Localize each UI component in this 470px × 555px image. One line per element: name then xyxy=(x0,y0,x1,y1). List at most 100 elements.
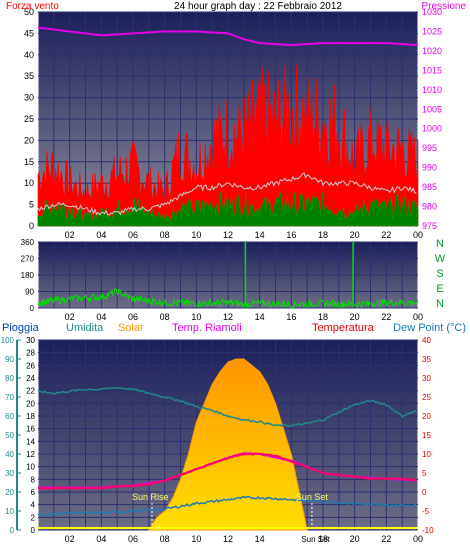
wind-ytick-left: 20 xyxy=(24,135,34,145)
rain-tick: 14 xyxy=(26,437,35,446)
humidity-tick: 80 xyxy=(5,374,14,383)
wind-xtick: 22 xyxy=(381,230,391,240)
legend-umidita: Umidita xyxy=(66,322,104,334)
pressure-ytick-right: 1010 xyxy=(422,85,442,95)
rain-tick: 24 xyxy=(26,374,35,383)
temp-xtick: 22 xyxy=(381,534,391,544)
wind-series xyxy=(37,191,419,227)
rain-tick: 22 xyxy=(26,387,35,396)
wind-xtick: 16 xyxy=(286,230,296,240)
chart-title: 24 hour graph day : 22 Febbraio 2012 xyxy=(174,1,342,12)
compass-label: N xyxy=(436,298,444,310)
temp-tick: 20 xyxy=(422,412,431,421)
wind-xtick: 12 xyxy=(223,230,233,240)
humidity-tick: 100 xyxy=(1,336,15,345)
wind-ytick-left: 10 xyxy=(24,178,34,188)
temp-xtick: 02 xyxy=(65,534,75,544)
pressure-ytick-right: 1030 xyxy=(422,7,442,17)
temp-tick: 5 xyxy=(422,469,427,478)
pressure-ytick-right: 1020 xyxy=(422,46,442,56)
rain-tick: 0 xyxy=(31,526,36,535)
humidity-tick: 90 xyxy=(5,355,14,364)
wind-xtick: 08 xyxy=(160,230,170,240)
rain-tick: 30 xyxy=(26,336,35,345)
pressure-ytick-right: 990 xyxy=(422,163,437,173)
temp-xtick: 20 xyxy=(350,534,360,544)
humidity-tick: 70 xyxy=(5,393,14,402)
pressure-ytick-right: 995 xyxy=(422,143,437,153)
direction-ytick: 360 xyxy=(21,238,35,247)
temp-tick: 30 xyxy=(422,374,431,383)
wind-xtick: 02 xyxy=(65,230,75,240)
wind-ytick-left: 30 xyxy=(24,93,34,103)
temperature-series xyxy=(37,452,417,490)
wind-xtick: 10 xyxy=(191,230,201,240)
temp-tick: -10 xyxy=(422,526,434,535)
humidity-tick: 10 xyxy=(5,507,14,516)
rain-tick: 26 xyxy=(26,361,35,370)
direction-xtick: 22 xyxy=(381,312,391,322)
direction-xtick: 16 xyxy=(286,312,296,322)
wind-ytick-left: 40 xyxy=(24,50,34,60)
rain-tick: 8 xyxy=(31,475,36,484)
wind-ytick-left: 35 xyxy=(24,71,34,81)
average-wind-series xyxy=(37,172,417,216)
temp-tick: 40 xyxy=(422,336,431,345)
compass-label: N xyxy=(436,238,444,250)
legend-temperatura: Temperatura xyxy=(312,322,375,334)
direction-ytick: 270 xyxy=(21,255,35,264)
rain-tick: 20 xyxy=(26,399,35,408)
wind-ytick-left: 25 xyxy=(24,114,34,124)
wind-axis-title: Forza vento xyxy=(6,1,59,12)
temp-tick: -5 xyxy=(422,507,430,516)
sun-set-label: Sun Set xyxy=(296,492,329,502)
compass-label: E xyxy=(436,283,443,295)
direction-series xyxy=(37,287,419,309)
wind-ytick-left: 45 xyxy=(24,28,34,38)
direction-xtick: 12 xyxy=(223,312,233,322)
wind-ytick-left: 5 xyxy=(29,200,34,210)
direction-ytick: 90 xyxy=(25,288,34,297)
wind-ytick-left: 0 xyxy=(29,221,34,231)
compass-label: W xyxy=(435,253,446,265)
direction-xtick: 20 xyxy=(350,312,360,322)
sun-rise-label: Sun Rise xyxy=(132,492,169,502)
direction-xtick: 06 xyxy=(128,312,138,322)
direction-xtick: 00 xyxy=(413,312,423,322)
direction-xtick: 04 xyxy=(96,312,106,322)
temp-tick: 25 xyxy=(422,393,431,402)
wind-ytick-left: 15 xyxy=(24,157,34,167)
temp-xtick: 00 xyxy=(413,534,423,544)
temp-tick: 35 xyxy=(422,355,431,364)
temp-xtick: 18 xyxy=(318,534,328,544)
pressure-series xyxy=(37,26,419,47)
direction-xtick: 14 xyxy=(255,312,265,322)
wind-xtick: 18 xyxy=(318,230,328,240)
temp-xtick: 10 xyxy=(191,534,201,544)
humidity-series xyxy=(37,386,417,428)
temp-xtick: 08 xyxy=(160,534,170,544)
dew-point-series xyxy=(37,495,417,517)
wind-xtick: 20 xyxy=(350,230,360,240)
wind-xtick: 00 xyxy=(413,230,423,240)
temp-xtick: 14 xyxy=(255,534,265,544)
pressure-ytick-right: 1005 xyxy=(422,104,442,114)
rain-tick: 18 xyxy=(26,412,35,421)
legend-dew-point: Dew Point (°C) xyxy=(393,322,466,334)
temp-xtick: 06 xyxy=(128,534,138,544)
rain-tick: 2 xyxy=(31,513,36,522)
temp-tick: 10 xyxy=(422,450,431,459)
direction-ytick: 180 xyxy=(21,271,35,280)
humidity-tick: 0 xyxy=(10,526,15,535)
pressure-ytick-right: 1000 xyxy=(422,124,442,134)
direction-xtick: 10 xyxy=(191,312,201,322)
humidity-tick: 20 xyxy=(5,488,14,497)
rain-tick: 6 xyxy=(31,488,36,497)
pressure-ytick-right: 975 xyxy=(422,221,437,231)
pressure-ytick-right: 1025 xyxy=(422,26,442,36)
legend-temp-riamoli: Temp. Riamoli xyxy=(172,322,242,334)
humidity-tick: 40 xyxy=(5,450,14,459)
pressure-ytick-right: 1015 xyxy=(422,65,442,75)
